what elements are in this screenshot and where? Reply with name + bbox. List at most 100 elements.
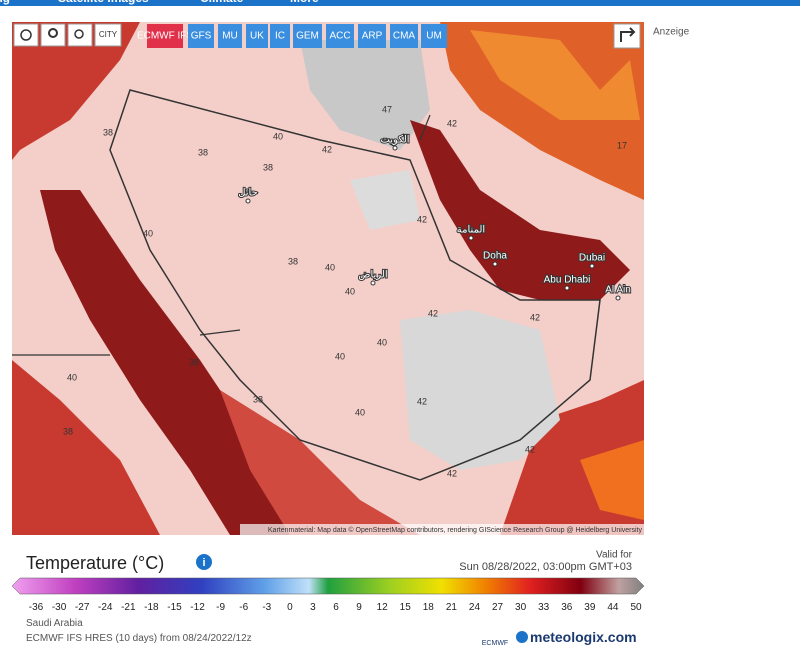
nav-bar <box>0 0 800 6</box>
isotherm-label: 38 <box>198 147 208 157</box>
place-dot <box>468 235 474 241</box>
nav-item[interactable]: Satellite Images <box>58 0 149 5</box>
model-button[interactable] <box>358 24 386 48</box>
colorbar-tick: 18 <box>423 602 435 613</box>
place-label: حائل <box>238 188 258 199</box>
model-label: IC <box>275 31 285 42</box>
isotherm-label: 40 <box>345 286 355 296</box>
isotherm-label: 40 <box>67 372 77 382</box>
model-button[interactable] <box>246 24 268 48</box>
isotherm-label: 42 <box>417 214 427 224</box>
place-dot <box>564 285 570 291</box>
zoom-button[interactable] <box>67 23 93 47</box>
colorbar-tick: 36 <box>561 602 573 613</box>
share-icon <box>620 27 636 42</box>
map <box>12 22 644 535</box>
place-dot <box>245 198 251 204</box>
refresh-icon <box>20 29 32 41</box>
region: Saudi Arabia <box>26 618 83 629</box>
place-label: الرياض <box>358 270 387 281</box>
city-label: CITY <box>99 30 118 39</box>
isotherm-label: 38 <box>189 357 199 367</box>
colorbar-tick: 24 <box>469 602 481 613</box>
attribution-bg <box>240 524 644 535</box>
colorbar-tick: -30 <box>52 602 67 613</box>
isotherm-label: 38 <box>103 127 113 137</box>
colorbar-tick: -3 <box>262 602 271 613</box>
attribution: Kartenmaterial: Map data © OpenStreetMap… <box>268 526 643 534</box>
model-label: CMA <box>393 31 416 42</box>
location-button[interactable] <box>40 23 66 47</box>
legend-title: Temperature (°C) <box>26 553 164 573</box>
place-dot <box>615 295 621 301</box>
model-button[interactable] <box>390 24 418 48</box>
model-button[interactable] <box>188 24 214 48</box>
isotherm-label: 38 <box>253 394 263 404</box>
model-label: ECMWF IFS <box>137 31 193 42</box>
model-label: MU <box>222 31 238 42</box>
colorbar-tick: -24 <box>98 602 113 613</box>
colorbar-tick: 27 <box>492 602 504 613</box>
nav-item[interactable]: More <box>290 0 319 5</box>
nav-item[interactable]: Climate <box>200 0 244 5</box>
isotherm-label: 40 <box>355 407 365 417</box>
model-button[interactable] <box>218 24 242 48</box>
model-button[interactable] <box>147 24 183 48</box>
isotherm-label: 40 <box>377 337 387 347</box>
colorbar-tick: 15 <box>400 602 412 613</box>
brand: meteologix.com <box>530 629 637 645</box>
colorbar-tick: -6 <box>239 602 248 613</box>
valid-time: Sun 08/28/2022, 03:00pm GMT+03 <box>459 561 632 573</box>
colorbar-tick: 6 <box>333 602 339 613</box>
brand-logo <box>516 631 528 643</box>
share-button[interactable] <box>613 23 641 49</box>
isotherm-label: 42 <box>530 312 540 322</box>
model-label: UK <box>250 31 264 42</box>
colorbar-tick: -9 <box>216 602 225 613</box>
colorbar-tick: 3 <box>310 602 316 613</box>
model-button[interactable] <box>293 24 322 48</box>
colorbar-tick: -12 <box>190 602 205 613</box>
place-label: الكويت <box>380 135 409 146</box>
refresh-button[interactable] <box>13 23 39 47</box>
colorbar-tick: 44 <box>607 602 619 613</box>
place-label: Abu Dhabi <box>544 275 591 286</box>
zoom-icon <box>74 29 84 39</box>
model-label: UM <box>426 31 442 42</box>
valid-for: Valid for <box>596 550 633 561</box>
model-button[interactable] <box>326 24 354 48</box>
colorbar-tick: -18 <box>144 602 159 613</box>
place-dot <box>370 280 376 286</box>
city-button[interactable] <box>94 23 122 47</box>
model-button[interactable] <box>270 24 290 48</box>
place-label: Doha <box>483 251 507 262</box>
place-dot <box>589 263 595 269</box>
nav-item[interactable]: ing <box>0 0 10 5</box>
isotherm-label: 42 <box>447 468 457 478</box>
colorbar-tick: 33 <box>538 602 550 613</box>
place-dot <box>492 261 498 267</box>
model-button[interactable] <box>421 24 447 48</box>
place-dot <box>392 145 398 151</box>
isotherm-label: 42 <box>447 118 457 128</box>
colorbar-tick: 0 <box>287 602 293 613</box>
pin-icon <box>48 28 58 38</box>
brand-sub: ECMWF <box>482 640 508 647</box>
info-button[interactable] <box>196 554 212 570</box>
color-bar <box>11 577 645 595</box>
colorbar-tick: 21 <box>446 602 458 613</box>
model-label: ACC <box>329 31 350 42</box>
isotherm-label: 42 <box>428 308 438 318</box>
isotherm-label: 42 <box>417 396 427 406</box>
isotherm-label: 17 <box>617 140 627 150</box>
map-toolbar: CITY <box>13 23 641 49</box>
model-label: GEM <box>296 31 319 42</box>
colorbar-tick: 39 <box>584 602 596 613</box>
place-label: Al Ain <box>605 285 631 296</box>
place-label: Dubai <box>579 253 605 264</box>
isotherm-label: 47 <box>382 104 392 114</box>
isotherm-label: 42 <box>322 144 332 154</box>
isotherm-label: 40 <box>335 351 345 361</box>
colorbar-tick: -15 <box>167 602 182 613</box>
place-label: المنامة <box>457 225 485 236</box>
